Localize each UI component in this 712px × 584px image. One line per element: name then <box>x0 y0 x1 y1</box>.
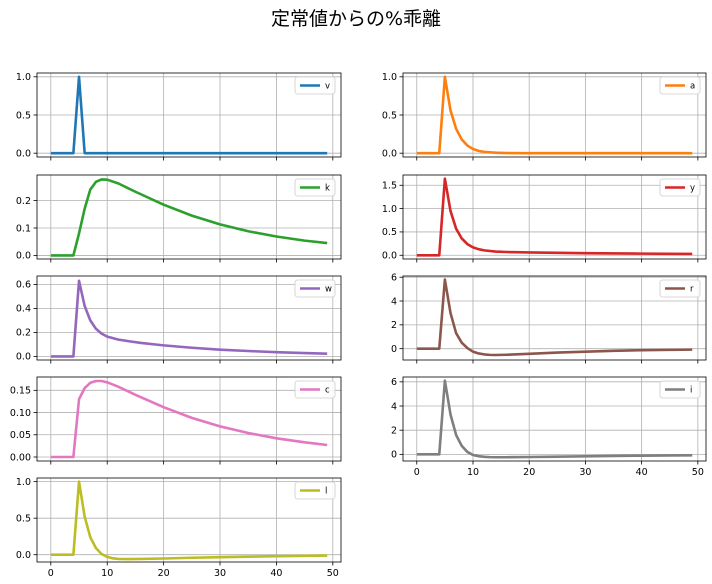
axes-frame <box>402 376 707 462</box>
y-tick-label: 0.6 <box>16 280 31 291</box>
y-tick-label: 0.0 <box>382 251 397 262</box>
y-tick-label: 1.0 <box>16 477 31 488</box>
y-tick-label: 0.0 <box>16 550 31 561</box>
x-tick-label: 0 <box>414 467 420 478</box>
y-tick-label: 0.10 <box>10 408 31 419</box>
y-tick-label: 0.0 <box>16 352 31 363</box>
y-tick-label: 1.0 <box>16 72 31 83</box>
y-tick-label: 4 <box>391 401 397 412</box>
subplot-l: 0 10 20 30 40 50 0.0 0.5 1.0 l <box>16 477 342 579</box>
y-tick-label: 0.0 <box>382 148 397 159</box>
y-tick-label: 6 <box>391 272 397 283</box>
x-tick-label: 30 <box>214 568 226 579</box>
series-line-i <box>416 379 693 459</box>
y-tick-label: 0.2 <box>16 328 31 339</box>
y-tick-label: 0.15 <box>10 386 31 397</box>
axes-frame <box>402 275 707 361</box>
subplot-k: 0.0 0.1 0.2 k <box>16 174 342 263</box>
y-tick-label: 1.0 <box>382 204 397 215</box>
axes-frame <box>402 174 707 260</box>
axes-frame <box>36 174 342 260</box>
legend-w: w <box>294 279 336 298</box>
legend-v: v <box>294 76 336 95</box>
x-tick-label: 20 <box>158 568 170 579</box>
series-line-v <box>50 75 328 155</box>
legend-label: k <box>325 184 330 194</box>
legend-l: l <box>294 481 336 500</box>
x-tick-label: 10 <box>467 467 479 478</box>
y-tick-label: 4 <box>391 296 397 307</box>
legend-i: i <box>659 380 701 399</box>
y-tick-label: 0.5 <box>16 110 31 121</box>
y-tick-label: 0.2 <box>16 196 31 207</box>
y-tick-label: 0.0 <box>16 148 31 159</box>
y-tick-label: 0.05 <box>10 430 31 441</box>
series-line-a <box>416 75 693 155</box>
axes-frame <box>36 376 342 462</box>
legend-label: i <box>690 386 692 396</box>
legend-c: c <box>294 380 336 399</box>
y-tick-label: 0 <box>391 344 397 355</box>
axes-frame <box>402 72 707 158</box>
legend-label: a <box>690 82 695 92</box>
x-tick-label: 0 <box>48 568 54 579</box>
subplot-a: 0.0 0.5 1.0 a <box>382 72 707 161</box>
x-tick-label: 40 <box>636 467 648 478</box>
series-line-k <box>50 178 328 257</box>
y-tick-label: 0.5 <box>382 227 397 238</box>
y-tick-label: 0.4 <box>16 304 31 315</box>
legend-a: a <box>659 76 701 95</box>
y-tick-label: 2 <box>391 320 397 331</box>
legend-r: r <box>659 279 701 298</box>
y-tick-label: 6 <box>391 377 397 388</box>
subplot-v: 0.0 0.5 1.0 v <box>16 72 342 161</box>
legend-k: k <box>294 178 336 197</box>
legend-label: y <box>690 184 695 194</box>
x-tick-label: 30 <box>579 467 591 478</box>
subplot-r: 0 2 4 6 r <box>391 272 707 364</box>
y-tick-label: 0.00 <box>10 452 31 463</box>
y-tick-label: 0.0 <box>16 251 31 262</box>
legend-label: l <box>325 487 327 497</box>
x-tick-label: 40 <box>270 568 282 579</box>
legend-label: c <box>325 386 330 396</box>
y-tick-label: 1.5 <box>382 181 397 192</box>
legend-label: r <box>690 285 694 295</box>
x-tick-label: 10 <box>101 568 113 579</box>
series-line-l <box>50 480 328 561</box>
subplot-w: 0.0 0.2 0.4 0.6 w <box>16 275 342 364</box>
subplot-c: 0.00 0.05 0.10 0.15 c <box>10 376 342 465</box>
x-tick-label: 50 <box>692 467 704 478</box>
y-tick-label: 0 <box>391 450 397 461</box>
legend-label: w <box>325 285 332 295</box>
subplot-i: 0 10 20 30 40 50 0 2 4 6 i <box>391 376 707 478</box>
legend-label: v <box>325 82 330 92</box>
y-tick-label: 0.5 <box>382 110 397 121</box>
axes-frame <box>36 72 342 158</box>
series-line-w <box>50 279 328 358</box>
subplot-y: 0.0 0.5 1.0 1.5 y <box>382 174 707 263</box>
axes-frame <box>36 275 342 361</box>
axes-frame <box>36 477 342 563</box>
legend-y: y <box>659 178 701 197</box>
y-tick-label: 0.5 <box>16 513 31 524</box>
y-tick-label: 0.1 <box>16 223 31 234</box>
x-tick-label: 20 <box>523 467 535 478</box>
series-line-y <box>416 177 693 257</box>
y-tick-label: 2 <box>391 425 397 436</box>
figure-title: 定常値からの%乖離 <box>270 8 442 30</box>
series-line-c <box>50 379 328 459</box>
series-line-r <box>416 278 693 357</box>
y-tick-label: 1.0 <box>382 72 397 83</box>
x-tick-label: 50 <box>327 568 339 579</box>
